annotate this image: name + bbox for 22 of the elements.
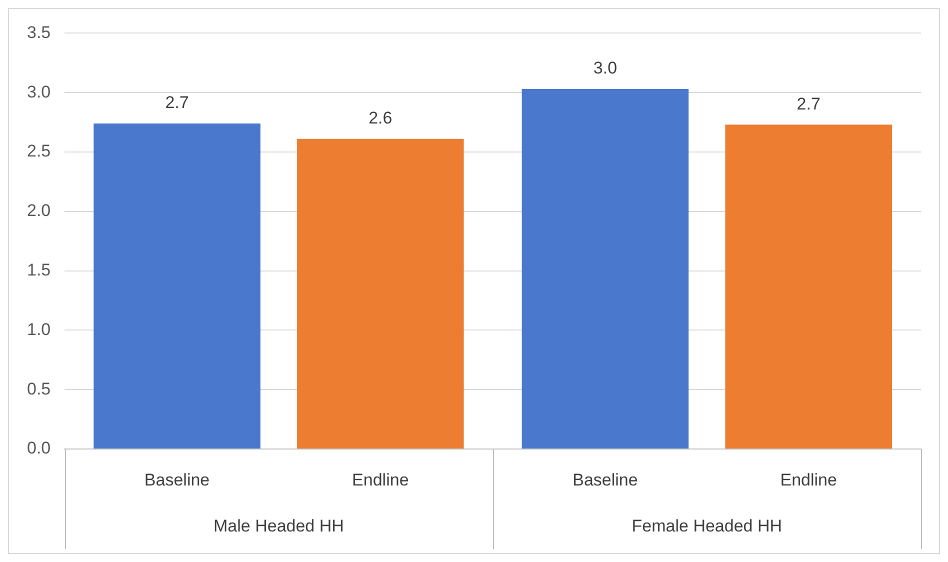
bar [297, 138, 464, 448]
data-label: 2.7 [796, 94, 820, 114]
y-tick-label: 3.5 [26, 22, 51, 42]
data-label: 2.7 [165, 93, 189, 112]
text: Baseline [572, 470, 638, 490]
x-tick-label: Female Headed HH [632, 516, 782, 536]
bar [522, 89, 689, 448]
y-tick-label: 0.5 [26, 379, 51, 398]
bar [94, 123, 260, 448]
y-tick-label: 3.0 [26, 82, 51, 102]
y-tick-label: 1.0 [26, 320, 51, 339]
bar [725, 124, 892, 448]
data-label: 3.0 [593, 58, 618, 78]
x-tick-label: Male Headed HH [214, 516, 344, 536]
text: Endline [780, 470, 837, 490]
series-label: Baseline [144, 470, 210, 490]
y-tick-label: 2.5 [26, 142, 51, 161]
y-tick-label: 2.0 [26, 201, 51, 220]
y-tick-label: 1.5 [26, 260, 51, 280]
y-tick-label: 0.0 [26, 438, 51, 458]
data-label: 2.6 [368, 108, 392, 128]
series-label: Endline [352, 470, 409, 490]
